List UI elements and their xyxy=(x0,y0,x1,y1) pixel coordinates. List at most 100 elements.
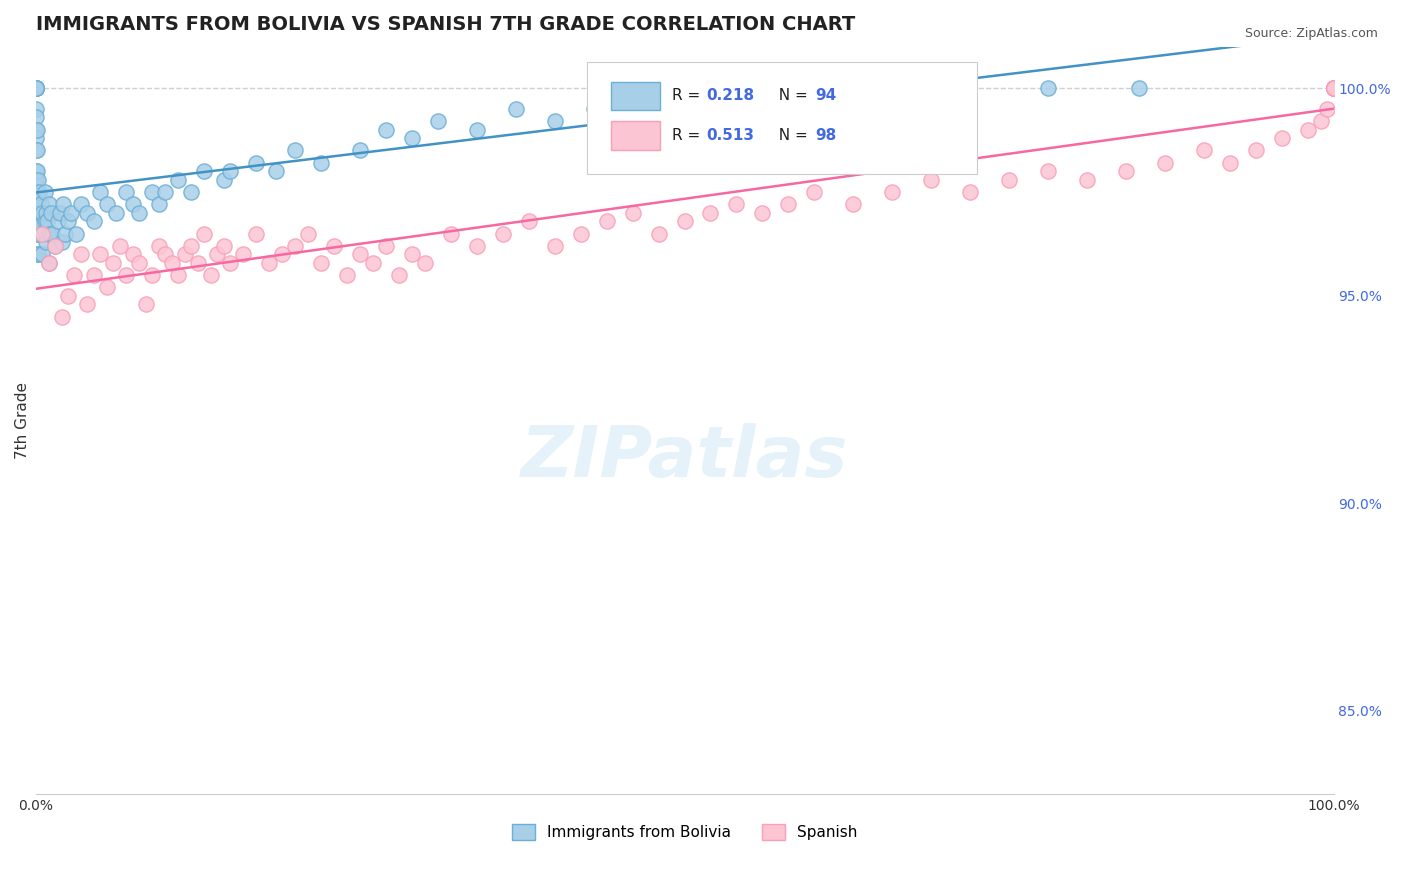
Immigrants from Bolivia xyxy=(24,197,46,211)
Spanish xyxy=(920,172,942,186)
Immigrants from Bolivia xyxy=(155,185,177,199)
Y-axis label: 7th Grade: 7th Grade xyxy=(15,382,30,458)
Spanish xyxy=(1322,81,1344,95)
Spanish xyxy=(1322,81,1344,95)
Spanish xyxy=(257,255,280,269)
Immigrants from Bolivia xyxy=(24,206,46,220)
Immigrants from Bolivia xyxy=(70,197,93,211)
Spanish xyxy=(245,227,267,241)
Immigrants from Bolivia xyxy=(309,156,332,170)
Spanish xyxy=(297,227,319,241)
Immigrants from Bolivia xyxy=(27,206,49,220)
Spanish xyxy=(882,185,904,199)
Spanish xyxy=(595,214,617,228)
Immigrants from Bolivia xyxy=(505,102,527,116)
Text: R =: R = xyxy=(672,128,704,143)
FancyBboxPatch shape xyxy=(610,82,659,111)
Immigrants from Bolivia xyxy=(39,206,62,220)
Spanish xyxy=(803,185,825,199)
Text: 94: 94 xyxy=(815,88,837,103)
Spanish xyxy=(70,247,93,261)
Immigrants from Bolivia xyxy=(27,227,49,241)
Spanish xyxy=(1322,81,1344,95)
Spanish xyxy=(1076,172,1098,186)
Spanish xyxy=(115,268,138,282)
Immigrants from Bolivia xyxy=(59,206,82,220)
Immigrants from Bolivia xyxy=(725,81,748,95)
Immigrants from Bolivia xyxy=(122,197,145,211)
Spanish xyxy=(465,239,488,253)
Immigrants from Bolivia xyxy=(38,197,60,211)
Spanish xyxy=(1309,114,1331,128)
Immigrants from Bolivia xyxy=(51,235,73,249)
Spanish xyxy=(959,185,981,199)
Spanish xyxy=(160,255,183,269)
Immigrants from Bolivia xyxy=(24,144,46,158)
Immigrants from Bolivia xyxy=(25,206,48,220)
Spanish xyxy=(167,268,190,282)
Immigrants from Bolivia xyxy=(24,164,46,178)
Spanish xyxy=(148,239,170,253)
Text: 0.218: 0.218 xyxy=(707,88,755,103)
Spanish xyxy=(96,280,118,294)
Spanish xyxy=(51,310,73,324)
Spanish xyxy=(1219,156,1241,170)
Spanish xyxy=(1322,81,1344,95)
Immigrants from Bolivia xyxy=(932,81,955,95)
Immigrants from Bolivia xyxy=(1128,81,1150,95)
Immigrants from Bolivia xyxy=(24,102,46,116)
Spanish xyxy=(1322,81,1344,95)
Immigrants from Bolivia xyxy=(30,218,52,232)
Immigrants from Bolivia xyxy=(27,194,49,208)
Immigrants from Bolivia xyxy=(465,122,488,136)
Spanish xyxy=(56,289,79,303)
Text: ZIPatlas: ZIPatlas xyxy=(520,423,848,492)
Immigrants from Bolivia xyxy=(35,206,58,220)
Spanish xyxy=(200,268,222,282)
Spanish xyxy=(375,239,398,253)
Spanish xyxy=(751,206,773,220)
FancyBboxPatch shape xyxy=(588,62,977,174)
Immigrants from Bolivia xyxy=(83,214,105,228)
Spanish xyxy=(349,247,371,261)
Spanish xyxy=(108,239,131,253)
Spanish xyxy=(1322,81,1344,95)
Spanish xyxy=(135,297,157,311)
Spanish xyxy=(842,197,865,211)
Spanish xyxy=(1192,144,1215,158)
Spanish xyxy=(517,214,540,228)
Immigrants from Bolivia xyxy=(76,206,98,220)
Spanish xyxy=(180,239,202,253)
Spanish xyxy=(725,197,748,211)
Immigrants from Bolivia xyxy=(89,185,111,199)
Immigrants from Bolivia xyxy=(673,89,696,103)
Immigrants from Bolivia xyxy=(284,144,307,158)
Spanish xyxy=(1322,81,1344,95)
Spanish xyxy=(699,206,721,220)
Immigrants from Bolivia xyxy=(34,214,56,228)
Immigrants from Bolivia xyxy=(25,247,48,261)
Spanish xyxy=(998,172,1021,186)
Spanish xyxy=(413,255,436,269)
Spanish xyxy=(1271,131,1294,145)
Spanish xyxy=(31,227,53,241)
Immigrants from Bolivia xyxy=(167,172,190,186)
Spanish xyxy=(569,227,592,241)
Spanish xyxy=(38,255,60,269)
Spanish xyxy=(647,227,669,241)
Immigrants from Bolivia xyxy=(349,144,371,158)
Spanish xyxy=(128,255,150,269)
Spanish xyxy=(1296,122,1319,136)
Immigrants from Bolivia xyxy=(24,122,46,136)
Immigrants from Bolivia xyxy=(38,255,60,269)
Immigrants from Bolivia xyxy=(115,185,138,199)
Spanish xyxy=(1316,102,1339,116)
Text: 98: 98 xyxy=(815,128,837,143)
Immigrants from Bolivia xyxy=(24,110,46,124)
Text: Source: ZipAtlas.com: Source: ZipAtlas.com xyxy=(1244,27,1378,40)
Spanish xyxy=(122,247,145,261)
Immigrants from Bolivia xyxy=(212,172,235,186)
Spanish xyxy=(361,255,384,269)
Immigrants from Bolivia xyxy=(24,81,46,95)
Immigrants from Bolivia xyxy=(30,197,52,211)
